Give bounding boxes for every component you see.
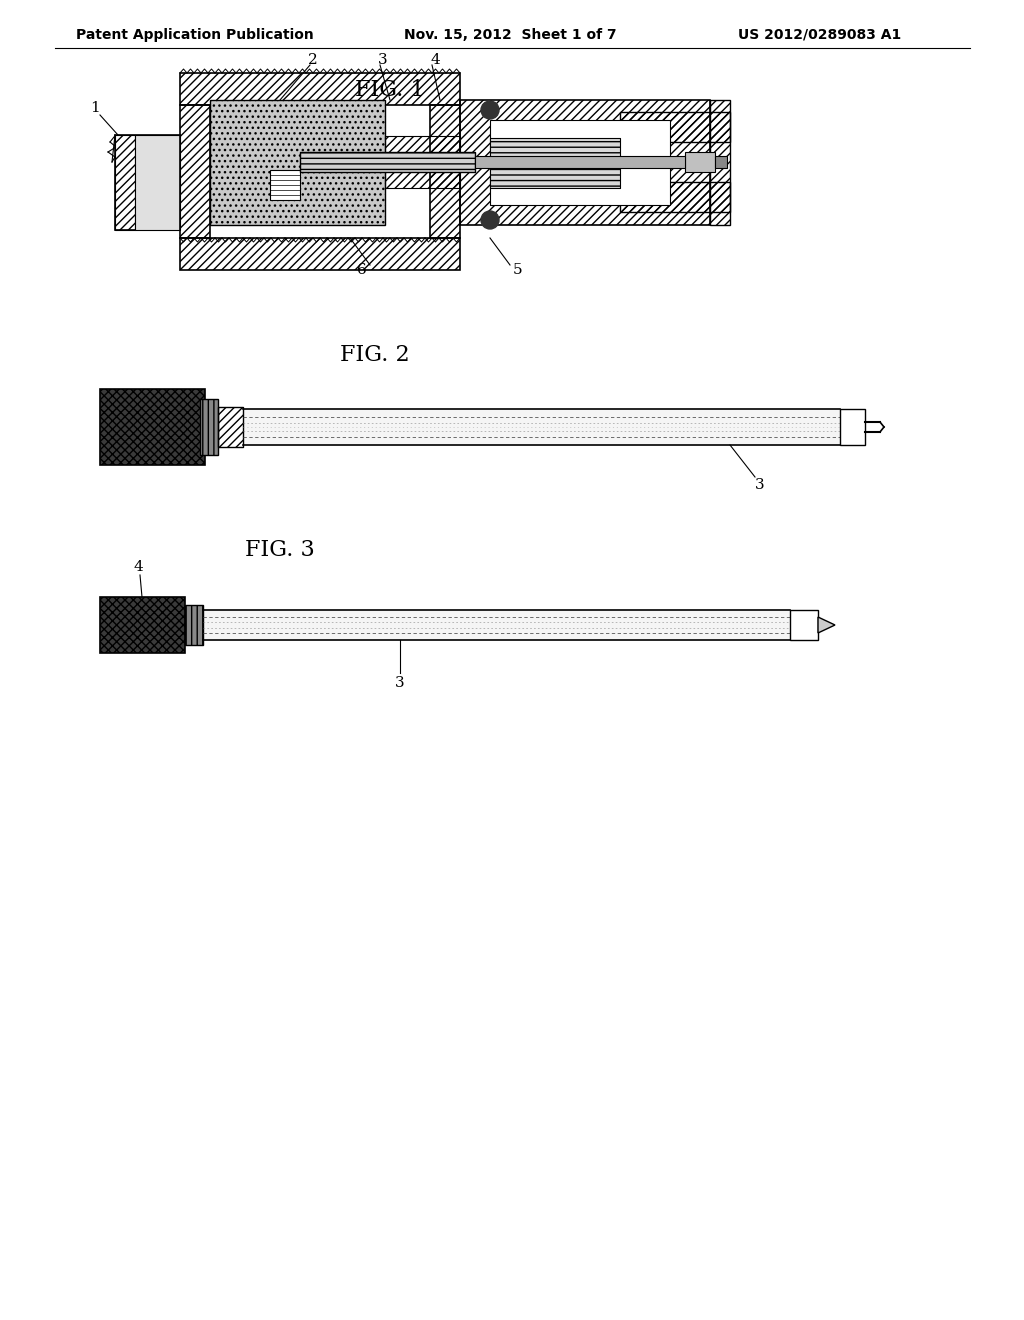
- Bar: [490, 120, 670, 205]
- Bar: [460, 100, 710, 224]
- Text: Patent Application Publication: Patent Application Publication: [76, 28, 314, 42]
- Bar: [620, 182, 730, 213]
- Bar: [710, 100, 730, 224]
- Text: 3: 3: [378, 53, 388, 67]
- Bar: [185, 605, 203, 645]
- Bar: [218, 407, 243, 447]
- Bar: [115, 135, 135, 230]
- Bar: [180, 238, 460, 271]
- Bar: [490, 139, 620, 187]
- Bar: [135, 135, 180, 230]
- Bar: [100, 389, 205, 465]
- Bar: [715, 156, 727, 168]
- Bar: [180, 73, 460, 106]
- Bar: [430, 106, 460, 238]
- Text: FIG. 2: FIG. 2: [340, 345, 410, 366]
- Bar: [490, 139, 620, 187]
- Bar: [840, 409, 865, 445]
- Bar: [243, 409, 840, 445]
- Circle shape: [481, 211, 499, 228]
- Text: 5: 5: [513, 263, 523, 277]
- Bar: [270, 170, 300, 201]
- Text: US 2012/0289083 A1: US 2012/0289083 A1: [738, 28, 901, 42]
- Text: 2: 2: [308, 53, 317, 67]
- Bar: [100, 597, 185, 653]
- Bar: [475, 156, 685, 168]
- Bar: [200, 399, 218, 455]
- Bar: [620, 112, 730, 143]
- Text: 4: 4: [430, 53, 440, 67]
- Text: FIG. 3: FIG. 3: [245, 539, 314, 561]
- Bar: [685, 152, 715, 172]
- Bar: [218, 407, 243, 447]
- Text: 4: 4: [133, 560, 143, 574]
- Bar: [385, 136, 460, 187]
- Bar: [203, 610, 790, 640]
- Text: 3: 3: [395, 676, 404, 690]
- Bar: [115, 135, 180, 230]
- Bar: [300, 152, 475, 172]
- Bar: [180, 106, 210, 238]
- Text: 3: 3: [755, 478, 765, 492]
- Bar: [300, 152, 475, 172]
- Circle shape: [481, 102, 499, 119]
- Bar: [210, 100, 385, 224]
- Text: 6: 6: [357, 263, 367, 277]
- Polygon shape: [818, 616, 835, 634]
- Text: Nov. 15, 2012  Sheet 1 of 7: Nov. 15, 2012 Sheet 1 of 7: [403, 28, 616, 42]
- Text: 1: 1: [90, 102, 100, 115]
- Bar: [790, 610, 818, 640]
- Text: FIG. 1: FIG. 1: [355, 79, 425, 102]
